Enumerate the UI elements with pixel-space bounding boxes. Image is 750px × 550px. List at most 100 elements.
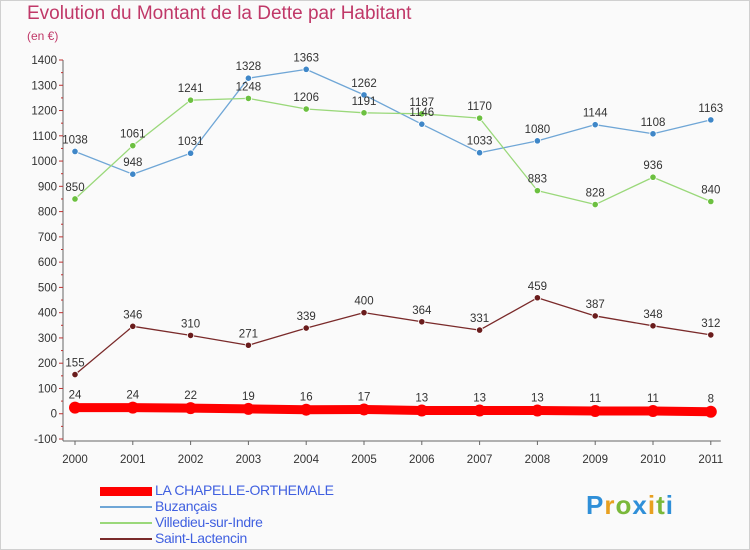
data-point (418, 110, 426, 118)
y-tick-label: 1000 (31, 156, 57, 168)
data-point (187, 96, 195, 104)
data-point (358, 403, 370, 416)
data-point (475, 326, 484, 334)
data-point (649, 173, 657, 181)
data-point (302, 65, 310, 73)
data-label: 1262 (351, 78, 377, 90)
data-label: 22 (184, 390, 197, 402)
data-label: 1248 (236, 81, 262, 93)
legend-label: Buzançais (155, 498, 217, 514)
legend-swatch (100, 506, 152, 508)
data-point (589, 404, 602, 417)
data-point (591, 200, 599, 209)
y-tick-label: 100 (38, 383, 57, 395)
logo-letter: t (656, 490, 666, 520)
data-label: 11 (647, 393, 659, 405)
data-label: 1328 (236, 61, 262, 73)
legend-swatch (100, 487, 152, 496)
logo-letter: x (632, 490, 648, 520)
y-tick-label: 800 (38, 207, 57, 219)
data-label: 1187 (409, 97, 434, 109)
data-label: 1061 (120, 129, 146, 141)
x-tick-label: 2001 (120, 454, 146, 466)
data-point (649, 322, 657, 330)
data-label: 840 (701, 184, 720, 196)
x-tick-label: 2008 (525, 454, 551, 466)
legend-label: Villedieu-sur-Indre (155, 514, 263, 530)
data-label: 155 (65, 358, 84, 370)
data-point (360, 109, 368, 117)
data-point (704, 405, 717, 418)
data-label: 24 (69, 390, 82, 402)
data-label: 1038 (62, 134, 88, 146)
data-label: 1108 (641, 117, 666, 129)
y-tick-label: 300 (38, 333, 57, 345)
data-label: 1031 (178, 136, 204, 148)
y-tick-label: 400 (38, 308, 57, 320)
data-point (707, 197, 715, 206)
data-point (649, 130, 657, 138)
data-label: 11 (589, 393, 601, 405)
y-tick-label: 600 (38, 257, 57, 269)
data-point (187, 331, 195, 340)
logo-letter: o (615, 490, 633, 520)
data-label: 13 (415, 392, 428, 404)
data-label: 348 (643, 309, 662, 321)
chart-title: Evolution du Montant de la Dette par Hab… (27, 3, 412, 24)
data-point (302, 105, 310, 113)
data-point (302, 324, 310, 332)
data-label: 13 (531, 392, 544, 404)
data-label: 828 (586, 188, 605, 200)
y-tick-label: 1100 (32, 131, 57, 143)
data-point (71, 370, 79, 379)
data-point (473, 404, 486, 417)
data-label: 16 (300, 392, 313, 404)
data-label: 1033 (467, 136, 493, 148)
data-point (300, 403, 313, 416)
legend-label: LA CHAPELLE-ORTHEMALE (155, 482, 334, 498)
data-point (129, 322, 137, 330)
x-tick-label: 2006 (409, 454, 435, 466)
data-point (71, 147, 79, 156)
data-point (360, 91, 368, 99)
data-label: 1144 (583, 108, 608, 120)
data-point (707, 116, 715, 124)
x-tick-label: 2002 (178, 454, 204, 466)
data-point (475, 114, 484, 122)
data-label: 1241 (178, 83, 204, 95)
data-label: 1206 (293, 92, 319, 104)
data-label: 17 (358, 391, 371, 403)
data-point (187, 149, 195, 157)
data-label: 936 (643, 160, 662, 172)
data-label: 1363 (293, 52, 319, 64)
y-tick-label: 200 (38, 358, 57, 370)
x-tick-label: 2009 (582, 454, 608, 466)
logo-letter: P (586, 490, 605, 520)
data-point (360, 309, 368, 317)
series-line-LA CHAPELLE-ORTHEMALE (70, 403, 716, 417)
y-tick-label: -100 (34, 434, 57, 446)
logo-letter: r (604, 490, 616, 520)
y-tick-label: 1300 (31, 80, 57, 92)
data-label: 883 (528, 174, 547, 186)
chart-unit: (en €) (27, 29, 59, 43)
data-label: 13 (473, 392, 486, 404)
data-label: 387 (586, 299, 605, 311)
x-tick-label: 2003 (236, 454, 262, 466)
data-label: 400 (354, 296, 373, 308)
data-label: 1191 (352, 96, 377, 108)
series-line-Villedieu-sur-Indre (74, 97, 712, 206)
data-label: 331 (470, 313, 489, 325)
data-point (533, 137, 542, 145)
x-tick-label: 2010 (640, 454, 666, 466)
x-tick-label: 2004 (293, 454, 319, 466)
proxiti-logo: Proxiti (586, 490, 674, 521)
y-tick-label: 1400 (31, 55, 57, 67)
data-point (533, 187, 542, 195)
y-tick-label: 900 (38, 181, 57, 193)
data-label: 1170 (467, 101, 492, 113)
x-tick-label: 2000 (62, 454, 88, 466)
data-point (415, 404, 428, 417)
data-label: 310 (181, 318, 200, 330)
data-label: 364 (412, 305, 432, 317)
